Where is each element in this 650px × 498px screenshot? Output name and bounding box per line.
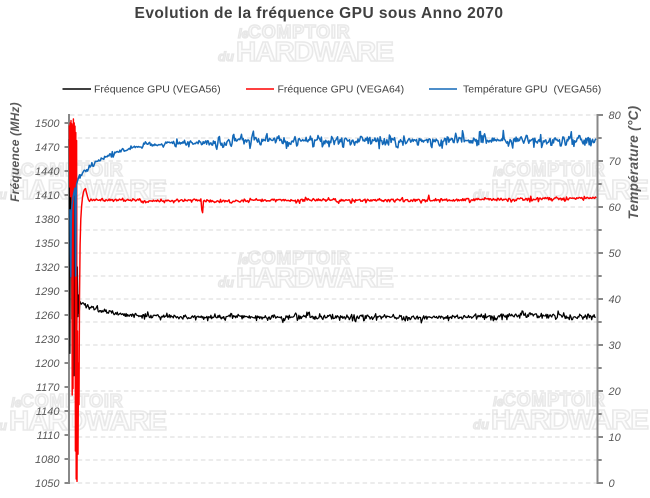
svg-text:30: 30 [609,340,622,352]
svg-text:Fréquence GPU (VEGA64): Fréquence GPU (VEGA64) [278,84,405,96]
svg-text:1410: 1410 [35,190,60,202]
svg-text:1230: 1230 [35,334,60,346]
svg-text:Température GPU (VEGA56): Température GPU (VEGA56) [463,84,601,96]
svg-text:20: 20 [608,386,622,398]
svg-text:1080: 1080 [35,454,60,466]
svg-text:10: 10 [609,432,622,444]
svg-text:Fréquence (MHz): Fréquence (MHz) [8,102,22,202]
svg-text:1050: 1050 [35,478,60,490]
svg-text:1290: 1290 [35,286,60,298]
svg-text:70: 70 [609,156,622,168]
svg-text:1350: 1350 [35,238,60,250]
svg-text:1200: 1200 [35,358,60,370]
svg-text:du: du [473,417,489,432]
svg-text:1440: 1440 [35,166,60,178]
svg-text:1170: 1170 [36,382,61,394]
svg-text:le: le [493,394,504,409]
svg-text:COMPTOIR: COMPTOIR [21,391,123,411]
svg-text:1320: 1320 [35,262,60,274]
svg-text:40: 40 [609,294,622,306]
svg-text:80: 80 [609,110,622,122]
svg-text:1110: 1110 [37,430,61,442]
svg-text:COMPTOIR: COMPTOIR [503,390,605,410]
svg-text:le: le [238,252,249,267]
svg-text:le: le [11,164,22,179]
svg-text:0: 0 [609,478,616,490]
svg-text:HARDWARE: HARDWARE [9,174,166,205]
svg-text:1500: 1500 [35,118,60,130]
svg-text:COMPTOIR: COMPTOIR [248,22,350,42]
svg-text:HARDWARE: HARDWARE [236,262,393,293]
svg-text:le: le [493,164,504,179]
svg-text:le: le [11,395,22,410]
svg-text:1380: 1380 [35,214,60,226]
svg-text:50: 50 [609,248,622,260]
svg-text:Fréquence GPU (VEGA56): Fréquence GPU (VEGA56) [94,84,221,96]
svg-text:1470: 1470 [35,142,60,154]
svg-text:HARDWARE: HARDWARE [491,404,648,435]
svg-text:le: le [238,26,249,41]
svg-text:du: du [218,275,234,290]
svg-text:HARDWARE: HARDWARE [236,36,393,67]
svg-text:du: du [0,187,7,202]
svg-text:du: du [0,418,7,433]
svg-text:COMPTOIR: COMPTOIR [503,160,605,180]
svg-text:1260: 1260 [35,310,60,322]
svg-text:HARDWARE: HARDWARE [9,405,166,436]
svg-text:du: du [218,49,234,64]
svg-text:Evolution de la fréquence GPU: Evolution de la fréquence GPU sous Anno … [135,5,504,22]
svg-text:Température (°C): Température (°C) [626,105,641,219]
svg-text:60: 60 [609,202,622,214]
svg-text:1140: 1140 [36,406,61,418]
